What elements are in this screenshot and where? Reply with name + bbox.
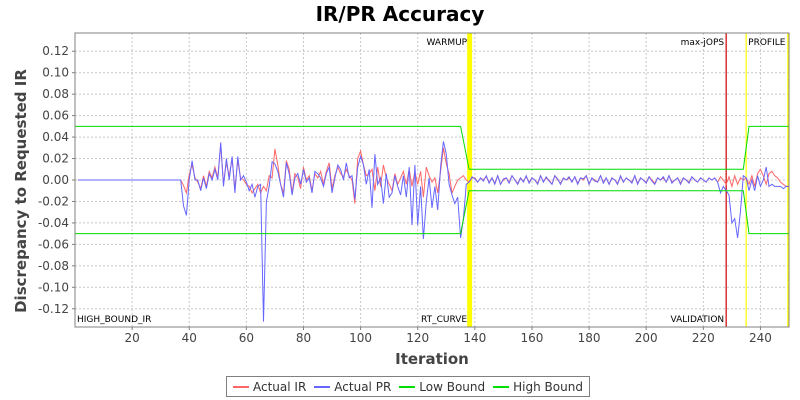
x-tick-label: 40 [182,331,197,345]
legend-label: High Bound [513,379,583,394]
x-tick-label: 80 [296,331,311,345]
x-tick-label: 240 [749,331,772,345]
y-tick-label: 0.00 [42,173,69,187]
legend-item: High Bound [493,380,583,394]
x-tick-label: 180 [578,331,601,345]
series-line-actual-pr [77,141,789,322]
marker-label: max-jOPS [681,38,725,48]
series-line-low-bound [75,190,789,235]
marker-label: RT_CURVE [421,315,467,325]
legend-swatch [493,385,510,388]
y-tick-label: -0.06 [38,237,69,251]
x-tick-label: 20 [124,331,139,345]
y-tick-label: -0.12 [38,302,69,316]
y-tick-label: 0.08 [42,87,69,101]
x-tick-label: 220 [692,331,715,345]
legend-label: Actual IR [253,379,307,394]
x-tick-label: 140 [463,331,486,345]
legend-label: Low Bound [419,379,486,394]
legend-swatch [314,385,331,388]
y-tick-label: -0.10 [38,280,69,294]
y-tick-label: 0.04 [42,130,69,144]
y-tick-label: 0.12 [42,44,69,58]
legend-item: Actual IR [233,380,306,394]
x-tick-label: 60 [239,331,254,345]
legend: Actual IR Actual PR Low Bound High Bound [226,376,590,397]
x-tick-label: 160 [521,331,544,345]
legend-item: Actual PR [314,380,391,394]
x-tick-label: 100 [349,331,372,345]
x-axis-label: Iteration [395,350,469,368]
x-tick-label: 200 [635,331,658,345]
marker-band [467,33,473,327]
legend-swatch [233,385,249,388]
y-tick-label: -0.04 [38,216,69,230]
x-tick-label: 120 [406,331,429,345]
y-tick-label: 0.06 [42,109,69,123]
legend-swatch [399,385,416,388]
legend-label: Actual PR [334,379,392,394]
marker-label: VALIDATION [671,315,725,325]
legend-item: Low Bound [399,380,485,394]
y-tick-label: 0.02 [42,152,69,166]
marker-label: PROFILE [748,38,786,48]
y-tick-label: -0.08 [38,259,69,273]
chart-title: IR/PR Accuracy [315,2,485,26]
y-tick-label: -0.02 [38,194,69,208]
marker-label: HIGH_BOUND_IR [77,315,151,325]
series-line-high-bound [75,125,789,170]
y-axis-label: Discrepancy to Requested IR [12,69,30,313]
marker-label: WARMUP [427,38,468,48]
y-tick-label: 0.10 [42,66,69,80]
